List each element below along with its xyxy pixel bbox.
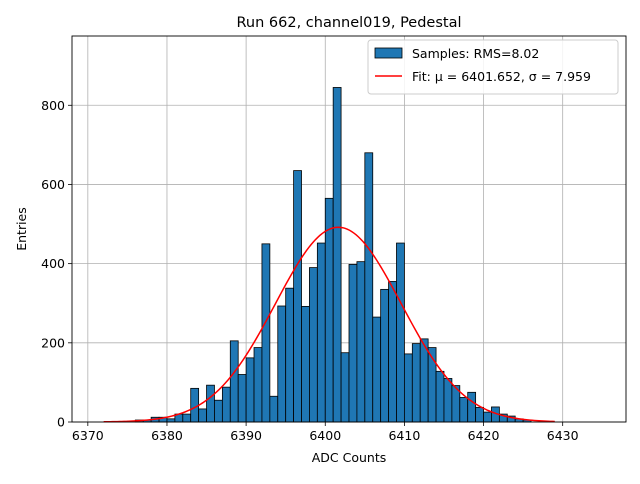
histogram-bar	[301, 305, 310, 423]
x-tick-label: 6370	[72, 428, 104, 443]
legend-box	[367, 39, 619, 95]
histogram-bar	[388, 281, 397, 423]
histogram-bar	[396, 242, 405, 423]
x-axis-label: ADC Counts	[312, 450, 387, 465]
histogram-bar	[245, 357, 255, 423]
y-tick-label: 0	[57, 415, 65, 430]
histogram-bar	[237, 374, 247, 423]
histogram-bar	[269, 395, 279, 423]
y-axis-ticks: 0 200 400 600 800	[41, 98, 72, 430]
histogram-bar	[316, 242, 326, 423]
legend: Samples: RMS=8.02 Fit: μ = 6401.652, σ =…	[367, 39, 619, 95]
y-tick-label: 400	[41, 256, 65, 271]
histogram-bar	[348, 264, 358, 423]
histogram-bar	[356, 261, 366, 423]
histogram-bar	[253, 347, 263, 423]
histogram-bar	[166, 418, 176, 423]
histogram-bar	[206, 384, 215, 423]
histogram-bar	[261, 243, 271, 423]
histogram-bar	[411, 343, 421, 423]
histogram-bar	[459, 397, 469, 423]
chart-title: Run 662, channel019, Pedestal	[236, 15, 461, 31]
histogram-bar	[214, 399, 223, 423]
legend-histogram-swatch	[374, 47, 403, 59]
x-tick-label: 6420	[468, 428, 500, 443]
histogram-bar	[324, 197, 334, 423]
histogram-bar	[221, 386, 231, 423]
y-tick-label: 600	[41, 177, 65, 192]
x-tick-label: 6390	[230, 428, 262, 443]
histogram-bar	[419, 338, 429, 423]
histogram-bar	[277, 305, 287, 423]
histogram-bar	[309, 267, 318, 423]
y-tick-label: 800	[41, 98, 65, 113]
x-tick-label: 6430	[547, 428, 579, 443]
histogram-bar	[380, 288, 389, 423]
histogram-bar	[467, 391, 477, 423]
y-axis-label: Entries	[14, 207, 29, 251]
histogram-bar	[332, 87, 342, 423]
histogram-bar	[340, 352, 350, 423]
histogram-bar	[483, 411, 492, 423]
fit-curve	[103, 226, 555, 423]
histogram-bar	[403, 353, 413, 423]
y-tick-label: 200	[41, 335, 65, 350]
histogram-bar	[443, 378, 453, 423]
x-tick-label: 6410	[388, 428, 420, 443]
plot-frame	[71, 35, 627, 423]
histogram-bar	[285, 287, 294, 423]
histogram-bar	[435, 370, 445, 423]
legend-fit-label: Fit: μ = 6401.652, σ = 7.959	[412, 69, 591, 84]
histogram-bar	[475, 406, 484, 423]
histogram-bar	[182, 413, 192, 423]
legend-histogram-label: Samples: RMS=8.02	[412, 46, 539, 61]
histogram-bar	[198, 408, 207, 423]
x-tick-label: 6380	[151, 428, 183, 443]
histogram-bars	[134, 87, 532, 423]
x-axis-ticks: 6370 6380 6390 6400 6410 6420 6430	[72, 422, 579, 443]
histogram-bar	[229, 340, 239, 423]
histogram-bar	[293, 170, 302, 423]
histogram-bar	[372, 316, 382, 423]
x-tick-label: 6400	[309, 428, 341, 443]
histogram-bar	[364, 152, 374, 423]
